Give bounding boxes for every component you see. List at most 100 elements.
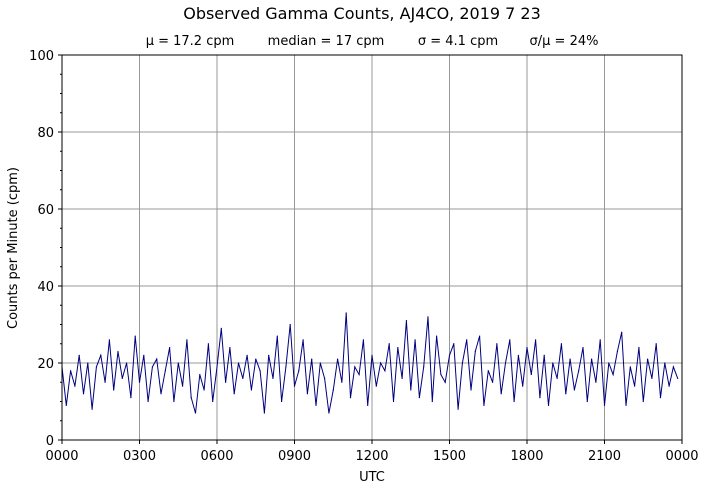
data-point xyxy=(220,327,222,329)
x-tick-label: 0600 xyxy=(200,449,233,464)
data-point xyxy=(491,381,494,383)
data-point xyxy=(91,408,93,410)
data-point xyxy=(556,377,558,379)
x-tick-label: 0000 xyxy=(665,449,698,464)
data-point xyxy=(573,389,575,391)
data-point xyxy=(608,362,610,364)
data-point xyxy=(397,347,399,349)
data-point xyxy=(194,412,197,414)
data-point xyxy=(672,366,674,368)
data-point xyxy=(130,397,132,399)
x-tick-label: 1500 xyxy=(433,449,466,464)
data-point xyxy=(147,400,149,403)
data-point xyxy=(634,385,636,387)
data-point xyxy=(638,347,640,349)
data-point xyxy=(392,400,395,403)
x-tick-label: 1200 xyxy=(355,449,388,464)
data-point xyxy=(664,362,666,364)
data-point xyxy=(125,362,128,364)
data-point xyxy=(543,354,545,356)
x-tick-label: 1800 xyxy=(510,449,543,464)
data-point xyxy=(341,381,343,383)
data-point xyxy=(470,389,472,391)
data-point xyxy=(134,335,136,337)
data-point xyxy=(328,412,330,414)
data-point xyxy=(358,373,360,376)
data-point xyxy=(483,404,485,406)
data-point xyxy=(487,370,489,372)
data-point xyxy=(659,397,662,399)
grid xyxy=(62,55,682,440)
data-point xyxy=(302,339,304,341)
data-point xyxy=(466,339,468,341)
data-point xyxy=(100,354,102,356)
data-point xyxy=(315,404,317,406)
data-point xyxy=(74,385,76,387)
data-point xyxy=(616,350,619,353)
data-point xyxy=(535,339,537,341)
data-point xyxy=(306,393,309,395)
data-point xyxy=(181,385,184,387)
data-point xyxy=(625,404,627,406)
data-point xyxy=(603,404,606,406)
data-point xyxy=(384,370,386,372)
stat-sigma: σ = 4.1 cpm xyxy=(418,34,498,49)
data-point xyxy=(509,339,511,341)
data-point xyxy=(418,397,420,399)
data-point xyxy=(272,377,274,379)
data-point xyxy=(362,339,364,341)
data-point xyxy=(229,347,231,349)
data-point xyxy=(177,362,179,364)
data-point xyxy=(246,354,248,356)
data-point xyxy=(435,335,438,337)
data-point xyxy=(203,389,205,391)
data-point xyxy=(104,381,106,383)
y-tick-label: 0 xyxy=(46,434,54,449)
data-point xyxy=(457,408,459,410)
data-point xyxy=(651,377,653,379)
data-point xyxy=(530,373,532,376)
data-point xyxy=(569,358,571,360)
data-point xyxy=(143,354,145,356)
data-point xyxy=(82,393,85,395)
data-point xyxy=(496,343,498,345)
data-point xyxy=(164,370,166,372)
data-point xyxy=(410,389,412,391)
stat-median: median = 17 cpm xyxy=(268,34,385,49)
series-line xyxy=(61,312,679,414)
y-tick-label: 60 xyxy=(37,203,54,218)
data-point xyxy=(280,400,283,403)
data-point xyxy=(642,400,644,403)
data-point xyxy=(405,320,408,322)
data-point xyxy=(216,366,218,368)
data-point xyxy=(380,362,382,364)
data-point xyxy=(677,377,679,379)
data-point xyxy=(207,343,209,345)
data-point xyxy=(612,373,614,376)
data-point xyxy=(565,393,567,395)
axes: 0000 0300 0600 0900 1200 1500 1800 2100 00000204… xyxy=(29,49,698,464)
data-point xyxy=(500,393,502,395)
data-point xyxy=(169,347,171,349)
data-point xyxy=(108,339,110,341)
data-point xyxy=(156,358,158,360)
data-point xyxy=(629,366,631,368)
data-point xyxy=(474,350,476,353)
x-tick-label: 0900 xyxy=(278,449,311,464)
data-point xyxy=(173,400,175,403)
data-point xyxy=(547,404,550,406)
data-point xyxy=(199,373,201,376)
data-point xyxy=(268,354,270,356)
data-point xyxy=(138,381,141,383)
data-point xyxy=(250,389,253,391)
data-point xyxy=(414,339,416,341)
data-point xyxy=(345,312,347,314)
data-point xyxy=(151,366,154,368)
y-tick-label: 80 xyxy=(37,126,54,141)
stat-ratio: σ/μ = 24% xyxy=(530,34,599,49)
data-point xyxy=(578,370,580,372)
data-point xyxy=(582,347,584,349)
data-point xyxy=(212,400,214,403)
y-tick-label: 20 xyxy=(37,357,54,372)
